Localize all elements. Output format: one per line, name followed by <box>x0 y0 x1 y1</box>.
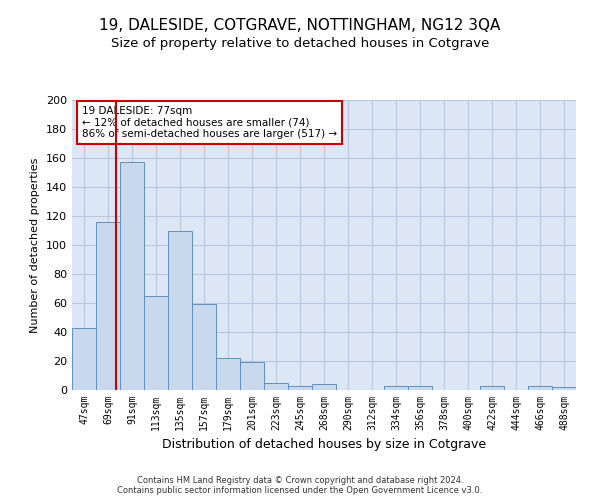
Y-axis label: Number of detached properties: Number of detached properties <box>31 158 40 332</box>
Bar <box>120 162 144 390</box>
Bar <box>240 362 264 390</box>
Bar <box>96 222 120 390</box>
Bar <box>552 387 576 390</box>
Bar <box>288 386 312 390</box>
Text: Size of property relative to detached houses in Cotgrave: Size of property relative to detached ho… <box>111 38 489 51</box>
Bar <box>144 296 168 390</box>
Bar <box>72 328 96 390</box>
Text: 19, DALESIDE, COTGRAVE, NOTTINGHAM, NG12 3QA: 19, DALESIDE, COTGRAVE, NOTTINGHAM, NG12… <box>100 18 500 32</box>
Bar <box>408 386 432 390</box>
Bar <box>528 386 552 390</box>
Bar <box>264 383 288 390</box>
Bar <box>192 304 216 390</box>
Bar <box>312 384 336 390</box>
Bar <box>168 230 192 390</box>
Bar <box>384 386 408 390</box>
Text: 19 DALESIDE: 77sqm
← 12% of detached houses are smaller (74)
86% of semi-detache: 19 DALESIDE: 77sqm ← 12% of detached hou… <box>82 106 337 139</box>
Bar <box>480 386 504 390</box>
X-axis label: Distribution of detached houses by size in Cotgrave: Distribution of detached houses by size … <box>162 438 486 452</box>
Bar <box>216 358 240 390</box>
Text: Contains HM Land Registry data © Crown copyright and database right 2024.
Contai: Contains HM Land Registry data © Crown c… <box>118 476 482 495</box>
